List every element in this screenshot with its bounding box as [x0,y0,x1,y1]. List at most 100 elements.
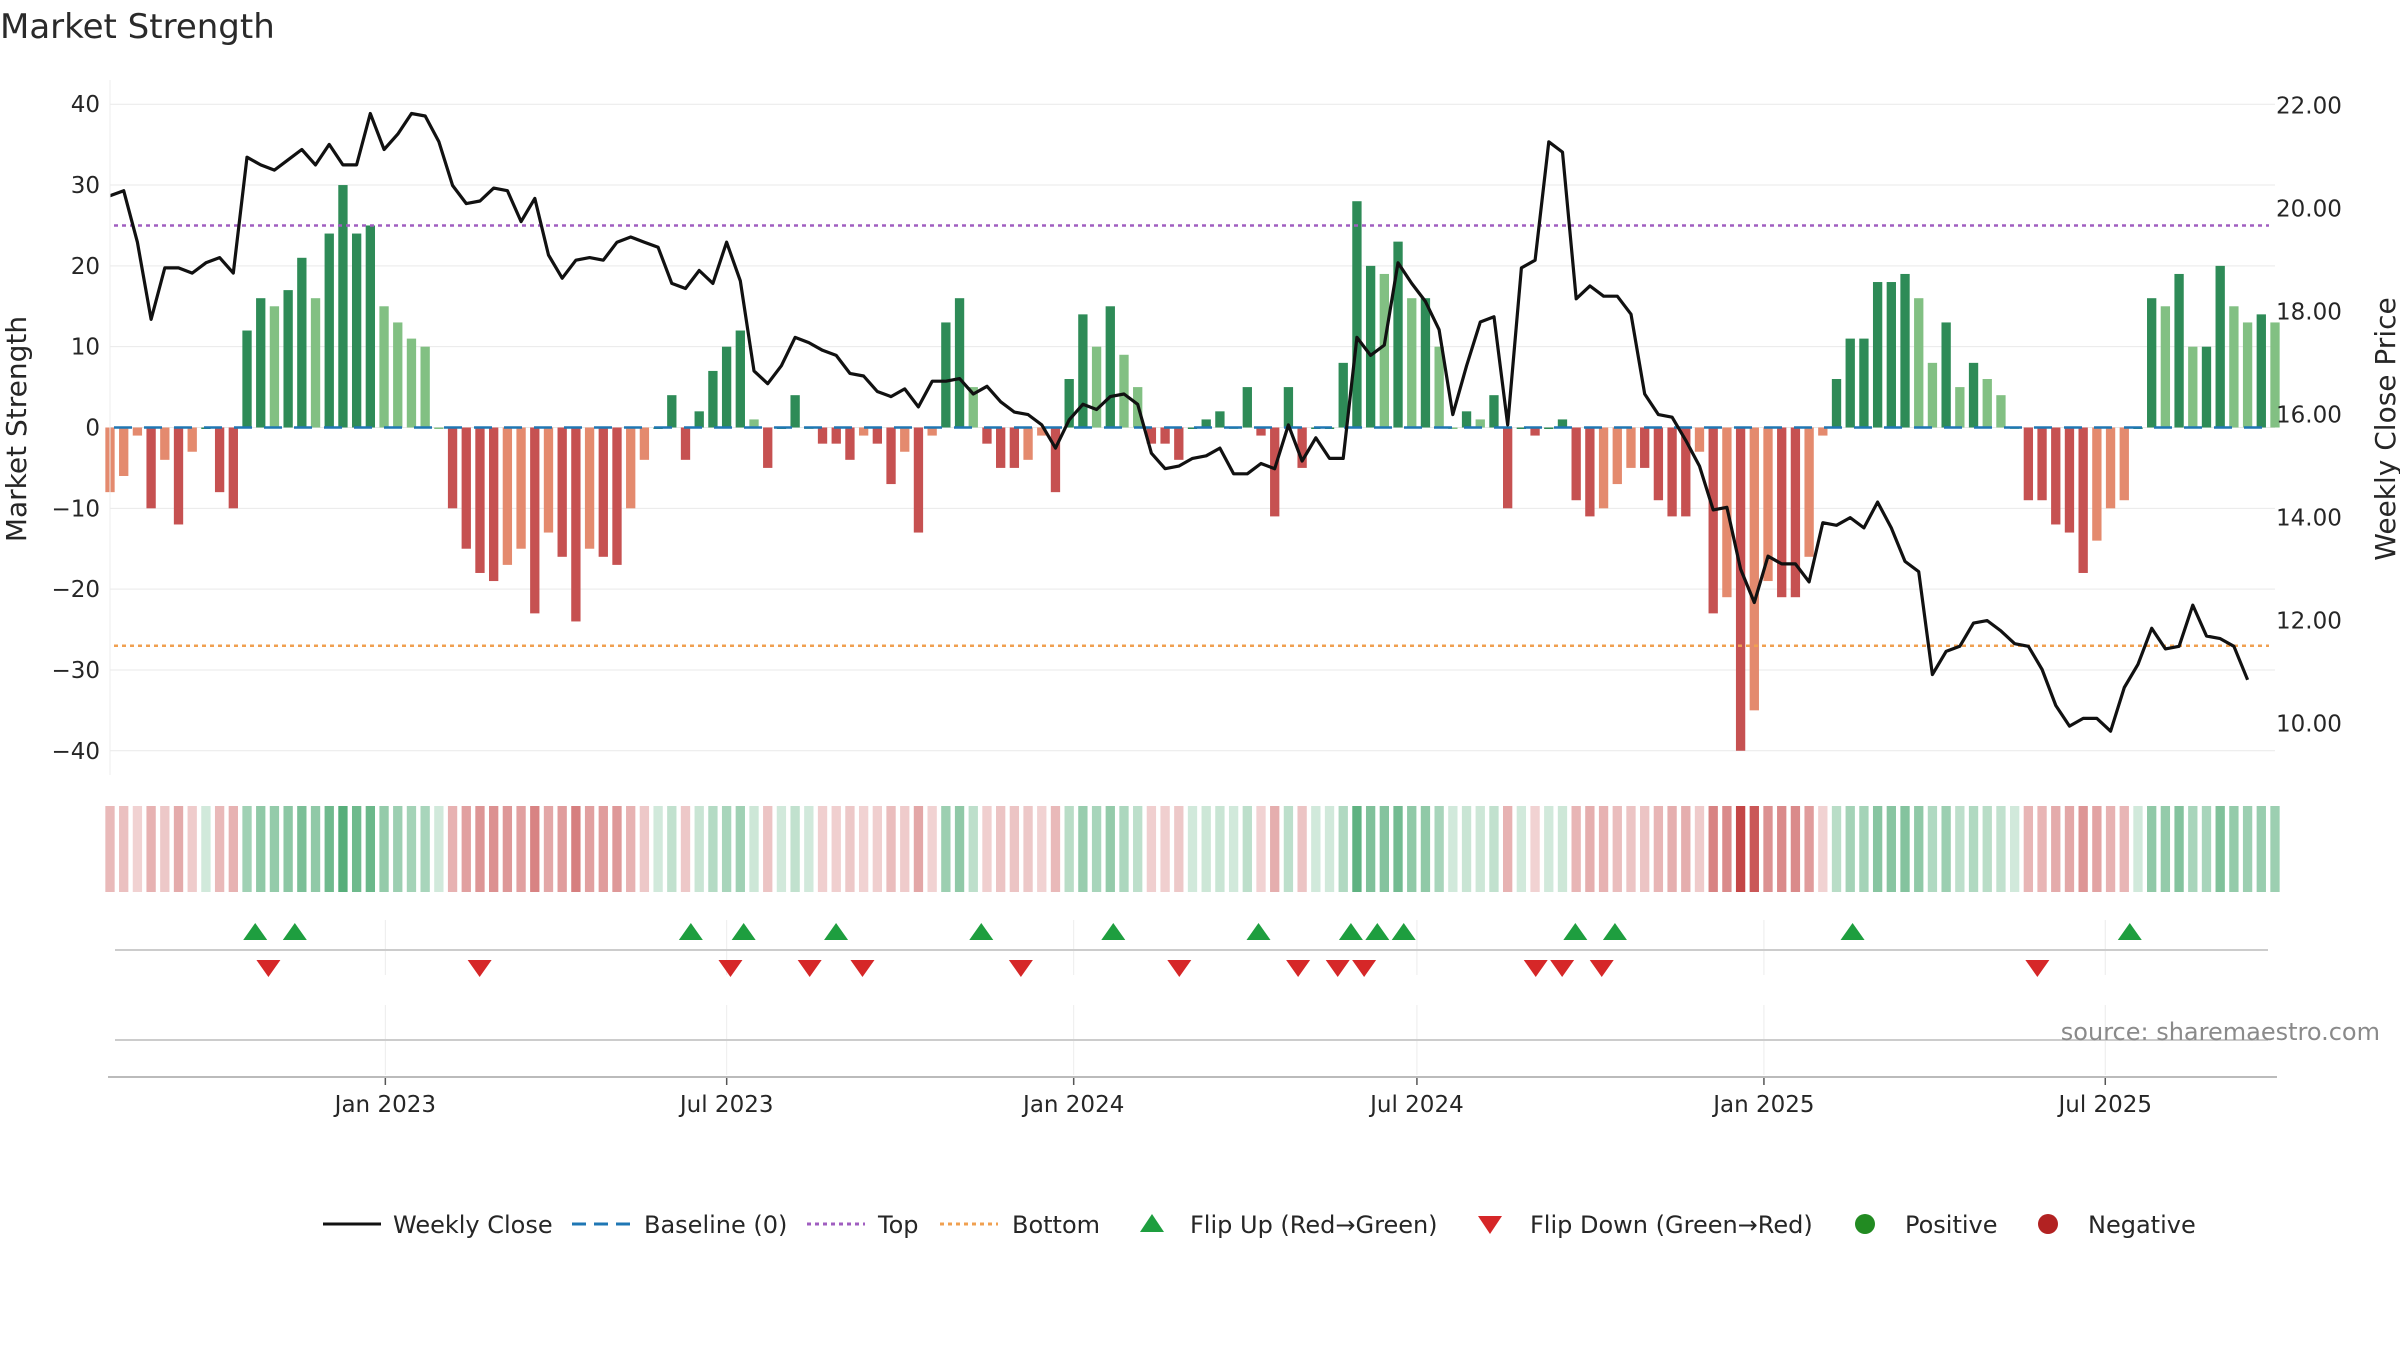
strip-cell [1968,806,1979,892]
strength-bar [1105,306,1115,428]
strip-cell [1270,806,1280,892]
strip-cell [1352,806,1362,892]
strip-cell [105,806,115,892]
strength-bar [954,298,965,428]
flip-down-marker [1286,960,1311,977]
legend: Weekly Close Baseline (0) Top Bottom Fli… [323,1211,2196,1239]
strength-bar [598,427,608,557]
y-tick-label-right: 20.00 [2276,197,2342,223]
strip-cell [694,806,704,892]
strip-cell [1886,806,1896,892]
strength-bar [420,346,430,428]
strip-cell [1694,806,1705,892]
flip-up-marker [1602,923,1627,940]
y-tick-label-left: 0 [85,416,100,442]
strip-cell [571,806,581,892]
strength-bar [1818,427,1828,436]
strip-cell [749,806,759,892]
strip-cell [1338,806,1348,892]
strip-cell [1708,806,1718,892]
strength-bar [1667,427,1677,517]
strip-cell [1146,806,1157,892]
strip-cell [1585,806,1595,892]
strength-bar [1064,379,1074,428]
legend-baseline: Baseline (0) [644,1211,787,1239]
flip-up-marker [731,923,756,940]
strip-cell [530,806,540,892]
y-axis-label-right: Weekly Close Price [2369,297,2400,560]
strength-bar [2064,427,2075,533]
strip-cell [2270,806,2280,892]
strength-bar [379,306,389,428]
legend-top: Top [877,1211,919,1239]
strength-bar [1859,338,1869,428]
strip-cell [1133,806,1143,892]
strip-cell [201,806,211,892]
strip-cell [489,806,499,892]
strength-bar [2201,346,2212,428]
strength-bar [2147,298,2157,428]
strength-bar [1283,387,1294,428]
strength-bar [1407,298,1417,428]
flip-down-marker [2025,960,2050,977]
strength-bar [1160,427,1170,444]
legend-flip-down-icon [1478,1216,1502,1234]
legend-negative: Negative [2088,1211,2196,1239]
strength-bar [1626,427,1636,468]
strip-cell [1297,806,1307,892]
strength-bar [256,298,266,428]
strength-bar [269,306,280,428]
strip-cell [393,806,403,892]
legend-positive-icon [1855,1214,1875,1234]
strip-cell [1023,806,1033,892]
strength-bar [2023,427,2034,501]
y-tick-label-right: 16.00 [2276,403,2342,429]
strength-bar [406,338,417,428]
strip-cell [954,806,965,892]
strength-bar [557,427,567,557]
legend-weekly-close: Weekly Close [393,1211,553,1239]
y-tick-label-left: −10 [51,496,100,522]
strength-bar [1708,427,1718,614]
flip-up-marker [1840,923,1865,940]
strength-bar [1023,427,1033,460]
flip-down-marker [1352,960,1377,977]
strength-heat-strip [105,806,2280,892]
strip-cell [434,806,444,892]
strength-bar [1489,395,1499,428]
strength-bar [1681,427,1691,517]
axes: 40 30 20 10 0 −10 −20 −30 −40 22.00 20.00 18.00 16.0… [51,80,2342,1118]
strength-bar [1365,265,1376,428]
strength-bar [845,427,855,460]
strength-bar [365,225,376,428]
strip-cell [1845,806,1855,892]
strength-bar [1530,427,1540,436]
strength-bar [626,427,636,509]
flip-up-marker [2117,923,2142,940]
strip-cell [1256,806,1266,892]
strip-cell [2133,806,2143,892]
strip-cell [1777,806,1787,892]
strip-cell [1955,806,1965,892]
strength-bar [1968,362,1979,428]
strength-bar [1612,427,1622,485]
flip-down-marker [1523,960,1548,977]
strength-bar [1886,282,1896,428]
strength-bar [708,370,718,428]
strength-bar [1242,387,1252,428]
strip-cell [1091,806,1102,892]
strength-bar [1174,427,1184,460]
strip-cell [735,806,745,892]
strip-cell [2229,806,2239,892]
strip-cell [858,806,869,892]
strength-bar [119,427,129,476]
strip-cell [351,806,362,892]
strip-cell [242,806,252,892]
flip-down-marker [1008,960,1033,977]
weekly-close-line [109,111,2250,733]
strip-cell [708,806,718,892]
strip-cell [886,806,896,892]
strength-bar [913,427,924,533]
strength-bar [1448,427,1458,429]
strength-bar [1502,427,1513,509]
